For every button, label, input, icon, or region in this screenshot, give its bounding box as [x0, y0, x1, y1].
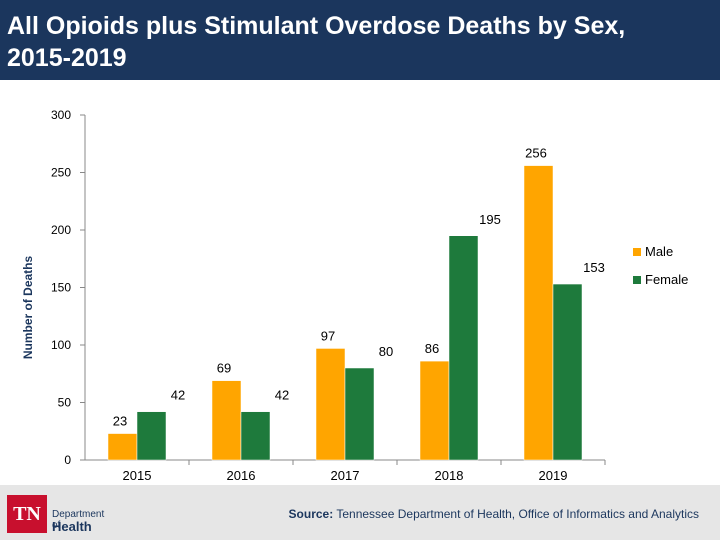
x-tick-label: 2018 [435, 468, 464, 483]
source-text: Tennessee Department of Health, Office o… [336, 507, 699, 521]
female-bar [448, 235, 479, 461]
source-note: Source: Tennessee Department of Health, … [289, 507, 699, 521]
female-data-label: 42 [171, 388, 185, 403]
y-axis-title: Number of Deaths [21, 256, 35, 360]
title-bar: All Opioids plus Stimulant Overdose Deat… [0, 0, 720, 80]
male-bar [211, 380, 242, 461]
legend-swatch-male [633, 248, 641, 256]
male-bar [523, 165, 554, 461]
page-title: All Opioids plus Stimulant Overdose Deat… [7, 10, 707, 74]
female-data-label: 80 [379, 344, 393, 359]
female-data-label: 42 [275, 388, 289, 403]
tn-health-logo: TN Department of Health [7, 495, 107, 535]
male-data-label: 69 [217, 361, 231, 376]
female-data-label: 153 [583, 260, 605, 275]
y-tick-label: 50 [58, 396, 72, 410]
y-tick-label: 300 [51, 108, 71, 122]
x-tick-label: 2015 [123, 468, 152, 483]
female-data-label: 195 [479, 212, 501, 227]
y-tick-label: 0 [64, 453, 71, 467]
x-tick-label: 2019 [539, 468, 568, 483]
logo-department-text: Department of [52, 509, 105, 531]
y-tick-label: 100 [51, 338, 71, 352]
male-data-label: 23 [113, 414, 127, 429]
male-data-label: 256 [525, 146, 547, 161]
x-tick-label: 2017 [331, 468, 360, 483]
source-label: Source: [288, 507, 334, 521]
y-tick-label: 250 [51, 166, 71, 180]
title-line-1: All Opioids plus Stimulant Overdose Deat… [7, 12, 626, 40]
legend-label-female: Female [645, 272, 688, 287]
female-bar [240, 411, 271, 461]
legend-swatch-female [633, 276, 641, 284]
female-bar [344, 367, 375, 461]
tn-logo-mark: TN [7, 495, 47, 533]
logo-health-text: Health [52, 519, 92, 534]
male-data-label: 97 [321, 328, 335, 343]
male-bar [315, 348, 346, 461]
male-bar [419, 360, 450, 461]
footer: TN Department of Health Source: Tennesse… [0, 485, 720, 540]
legend-label-male: Male [645, 244, 673, 259]
female-bar [552, 283, 583, 461]
male-data-label: 86 [425, 341, 439, 356]
x-tick-label: 2016 [227, 468, 256, 483]
female-bar [136, 411, 167, 461]
bar-chart: 0 50 100 150 200 250 300 Number of Deaths 2015 23… [21, 108, 688, 483]
title-line-2: 2015-2019 [7, 44, 127, 72]
y-tick-label: 200 [51, 223, 71, 237]
male-bar [107, 433, 138, 461]
y-tick-label: 150 [51, 281, 71, 295]
